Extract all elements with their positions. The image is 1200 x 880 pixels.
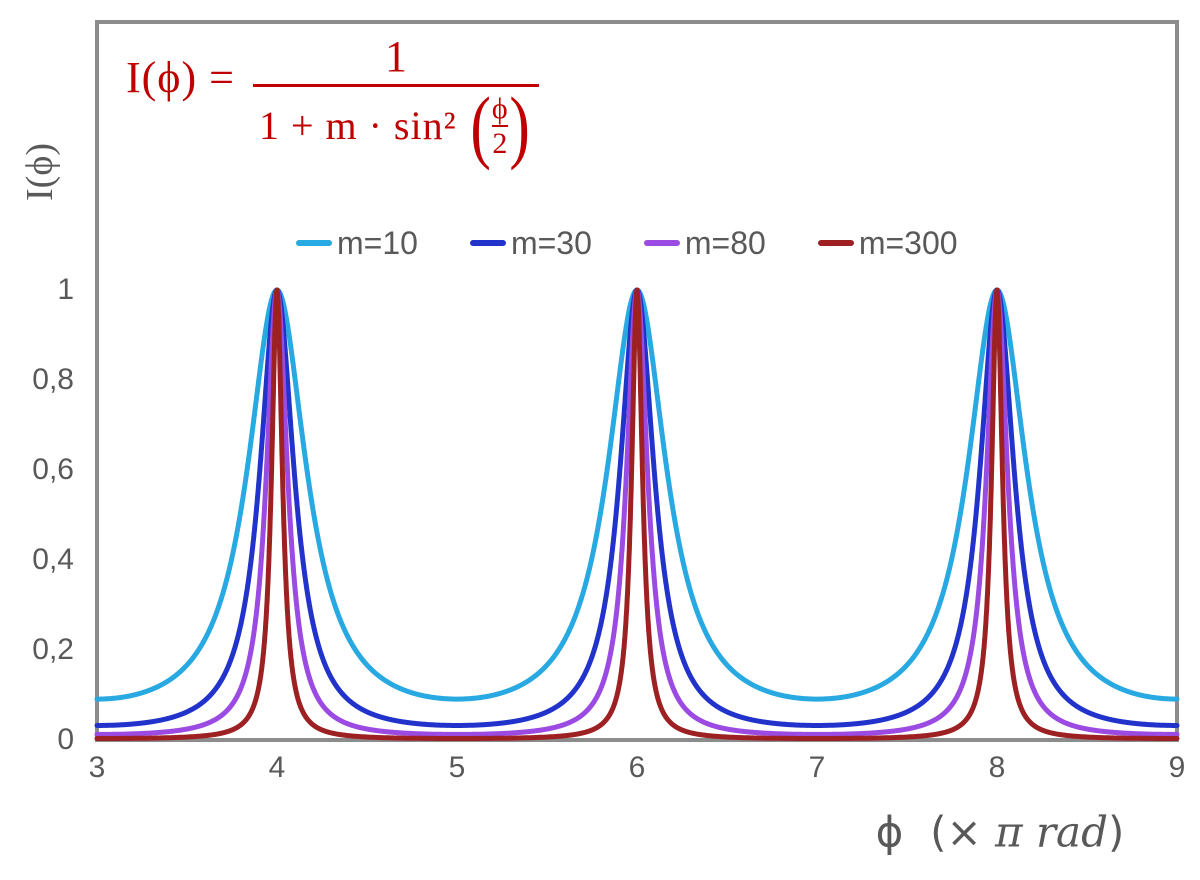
phi-over-2-fraction: ϕ 2 xyxy=(491,91,508,161)
y-tick-label: 0,2 xyxy=(32,633,74,666)
formula-annotation: I(ϕ) = 1 1 + m · sin² ( ϕ 2 ) xyxy=(126,32,540,172)
curve-m80 xyxy=(94,287,1180,737)
x-tick-label: 4 xyxy=(268,751,286,784)
x-tick-label: 5 xyxy=(448,751,466,784)
legend-swatch-m80 xyxy=(643,240,680,246)
legend-swatch-m30 xyxy=(469,240,506,246)
curve-lines xyxy=(94,287,1180,741)
x-tick-label: 8 xyxy=(988,751,1006,784)
legend-swatch-m300 xyxy=(817,240,854,246)
x-tick-label: 7 xyxy=(808,751,826,784)
chart-legend: m=10 m=30 m=80 m=300 xyxy=(296,224,958,262)
x-axis-title-close: ) xyxy=(1107,807,1125,857)
formula-lhs: I(ϕ) = xyxy=(126,53,235,103)
legend-label-m10: m=10 xyxy=(337,224,418,261)
inner-fraction-bar xyxy=(491,125,508,128)
legend-label-m300: m=300 xyxy=(858,224,958,261)
inner-denominator: 2 xyxy=(492,127,508,161)
x-axis-title-open: (× xyxy=(930,807,982,857)
formula-fraction: 1 1 + m · sin² ( ϕ 2 ) xyxy=(252,32,540,172)
y-tick-label: 0,6 xyxy=(32,453,74,486)
x-axis-title-phi: ϕ xyxy=(875,807,904,857)
inner-numerator: ϕ xyxy=(491,91,508,125)
y-tick-label: 0,8 xyxy=(32,363,74,396)
formula-denominator-text: 1 + m · sin² xyxy=(258,103,457,149)
legend-label-m80: m=80 xyxy=(684,224,766,261)
legend-swatch-m10 xyxy=(296,240,332,246)
open-paren: ( xyxy=(470,80,491,172)
legend-label-m30: m=30 xyxy=(510,224,592,261)
x-axis-title-units: π rad xyxy=(995,807,1108,857)
legend-item-m10: m=10 xyxy=(296,224,418,262)
y-axis-title: I(ϕ) xyxy=(19,143,61,201)
formula-fraction-bar xyxy=(252,84,540,88)
y-tick-label: 0 xyxy=(57,723,74,756)
x-axis-title: ϕ (× π rad) xyxy=(876,808,1125,857)
legend-item-m30: m=30 xyxy=(469,224,592,262)
x-tick-label: 6 xyxy=(628,751,646,784)
x-tick-label: 9 xyxy=(1168,751,1186,784)
formula-numerator: 1 xyxy=(384,32,407,81)
x-tick-label: 3 xyxy=(88,751,106,784)
legend-item-m300: m=300 xyxy=(817,224,958,262)
y-tick-label: 0,4 xyxy=(32,543,74,576)
formula-denominator: 1 + m · sin² ( ϕ 2 ) xyxy=(253,80,539,172)
curve-m300 xyxy=(94,287,1180,741)
close-paren: ) xyxy=(509,80,530,172)
curve-m10 xyxy=(94,287,1180,702)
legend-item-m80: m=80 xyxy=(643,224,766,262)
y-tick-label: 1 xyxy=(57,273,74,306)
curve-m30 xyxy=(94,287,1180,728)
